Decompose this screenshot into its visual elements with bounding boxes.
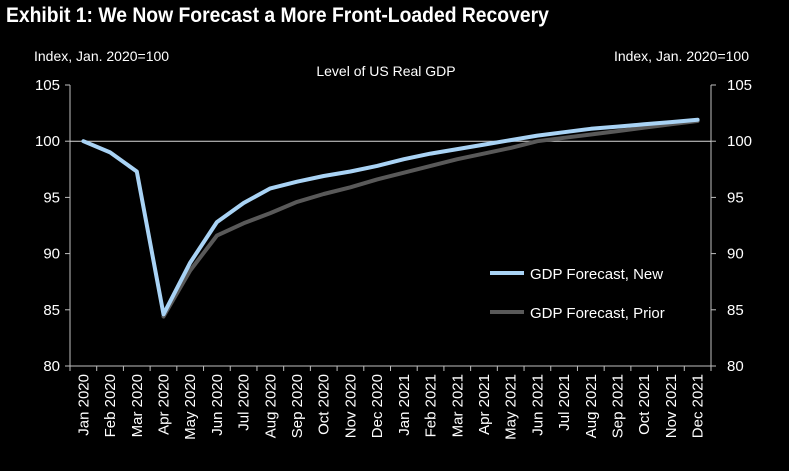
data-point-prior-10 <box>348 185 352 189</box>
data-point-new-11 <box>375 164 379 168</box>
data-point-prior-4 <box>188 268 192 272</box>
data-point-new-15 <box>482 143 486 147</box>
data-point-prior-14 <box>455 157 459 161</box>
x-tick-label-0: Jan 2020 <box>75 374 92 436</box>
x-tick-label-4: May 2020 <box>182 374 199 440</box>
data-point-new-7 <box>268 186 272 190</box>
data-point-prior-12 <box>402 171 406 175</box>
data-point-new-4 <box>188 261 192 265</box>
data-point-prior-19 <box>589 132 593 136</box>
data-point-new-5 <box>215 220 219 224</box>
x-tick-label-11: Dec 2020 <box>369 374 386 438</box>
data-point-new-6 <box>242 201 246 205</box>
right-axis-label: Index, Jan. 2020=100 <box>614 48 749 64</box>
data-point-prior-16 <box>509 146 513 150</box>
y-tick-label-left-3: 95 <box>43 189 60 206</box>
y-tick-label-left-4: 100 <box>35 133 60 150</box>
x-tick-label-20: Sep 2021 <box>610 374 627 438</box>
series-line-new <box>81 117 700 317</box>
series-layer <box>81 117 700 319</box>
data-point-prior-8 <box>295 200 299 204</box>
legend: GDP Forecast, New GDP Forecast, Prior <box>490 266 665 322</box>
data-point-new-16 <box>509 138 513 142</box>
y-tick-label-right-5: 105 <box>727 77 752 94</box>
x-tick-label-3: Apr 2020 <box>155 374 172 435</box>
x-tick-label-21: Oct 2021 <box>636 374 653 435</box>
x-tick-label-18: Jul 2021 <box>556 374 573 431</box>
x-tick-label-8: Sep 2020 <box>289 374 306 438</box>
y-tick-label-left-5: 105 <box>35 77 60 94</box>
data-point-prior-6 <box>242 221 246 225</box>
data-point-prior-13 <box>429 164 433 168</box>
data-point-new-21 <box>642 122 646 126</box>
data-point-new-12 <box>402 157 406 161</box>
data-point-new-3 <box>161 312 165 316</box>
x-tick-label-16: May 2021 <box>503 374 520 440</box>
y-axis-left-ticks: 80 85 90 95 100 105 <box>35 77 70 375</box>
data-point-new-19 <box>589 127 593 131</box>
y-tick-label-right-1: 85 <box>727 302 744 319</box>
data-point-prior-7 <box>268 211 272 215</box>
data-point-prior-5 <box>215 234 219 238</box>
y-tick-label-left-0: 80 <box>43 358 60 375</box>
y-tick-label-right-4: 100 <box>727 133 752 150</box>
data-point-new-22 <box>669 120 673 124</box>
data-point-new-0 <box>81 139 85 143</box>
x-tick-label-17: Jun 2021 <box>529 374 546 436</box>
data-point-prior-11 <box>375 177 379 181</box>
legend-label-prior: GDP Forecast, Prior <box>530 305 665 322</box>
data-point-new-17 <box>535 134 539 138</box>
x-tick-label-5: Jun 2020 <box>209 374 226 436</box>
legend-label-new: GDP Forecast, New <box>530 266 663 283</box>
data-point-prior-15 <box>482 152 486 156</box>
data-point-new-20 <box>616 125 620 129</box>
x-tick-label-9: Oct 2020 <box>316 374 333 435</box>
data-point-new-10 <box>348 170 352 174</box>
y-axis-right-ticks: 80 85 90 95 100 105 <box>711 77 752 375</box>
data-point-prior-17 <box>535 139 539 143</box>
data-point-new-8 <box>295 180 299 184</box>
data-point-prior-9 <box>322 192 326 196</box>
y-tick-label-right-2: 90 <box>727 246 744 263</box>
x-tick-label-10: Nov 2020 <box>342 374 359 438</box>
data-point-new-18 <box>562 130 566 134</box>
data-point-new-2 <box>135 170 139 174</box>
data-point-prior-18 <box>562 136 566 140</box>
exhibit-title: Exhibit 1: We Now Forecast a More Front-… <box>6 4 549 27</box>
x-tick-label-7: Aug 2020 <box>262 374 279 438</box>
left-axis-label: Index, Jan. 2020=100 <box>34 48 169 64</box>
x-tick-label-14: Mar 2021 <box>449 374 466 437</box>
data-point-new-1 <box>108 150 112 154</box>
x-tick-label-2: Mar 2020 <box>129 374 146 437</box>
x-tick-label-1: Feb 2020 <box>102 374 119 437</box>
x-tick-label-13: Feb 2021 <box>423 374 440 437</box>
data-point-new-14 <box>455 147 459 151</box>
x-axis-ticks: Jan 2020 Feb 2020 Mar 2020 Apr 2020 May 2020… <box>69 366 712 440</box>
x-tick-label-6: Jul 2020 <box>236 374 253 431</box>
x-tick-label-22: Nov 2021 <box>663 374 680 438</box>
y-tick-label-right-0: 80 <box>727 358 744 375</box>
chart-title: Level of US Real GDP <box>316 63 455 79</box>
data-point-prior-20 <box>616 129 620 133</box>
data-point-new-13 <box>429 152 433 156</box>
y-tick-label-left-1: 85 <box>43 302 60 319</box>
x-tick-label-12: Jan 2021 <box>396 374 413 436</box>
data-point-new-9 <box>322 174 326 178</box>
data-point-prior-21 <box>642 126 646 130</box>
y-tick-label-left-2: 90 <box>43 246 60 263</box>
x-tick-label-19: Aug 2021 <box>583 374 600 438</box>
x-tick-label-23: Dec 2021 <box>690 374 707 438</box>
x-tick-label-15: Apr 2021 <box>476 374 493 435</box>
series-line-prior <box>161 119 700 319</box>
y-tick-label-right-3: 95 <box>727 189 744 206</box>
data-point-new-23 <box>696 118 700 122</box>
